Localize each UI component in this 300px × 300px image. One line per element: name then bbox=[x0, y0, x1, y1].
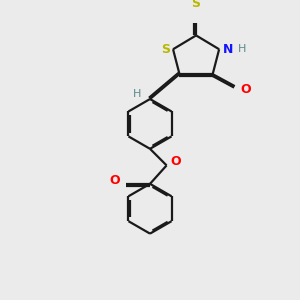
Text: N: N bbox=[223, 43, 233, 56]
Text: O: O bbox=[241, 83, 251, 96]
Text: S: S bbox=[192, 0, 201, 10]
Text: O: O bbox=[110, 174, 120, 187]
Text: S: S bbox=[161, 43, 170, 56]
Text: H: H bbox=[238, 44, 246, 54]
Text: O: O bbox=[170, 155, 181, 168]
Text: H: H bbox=[133, 88, 141, 98]
